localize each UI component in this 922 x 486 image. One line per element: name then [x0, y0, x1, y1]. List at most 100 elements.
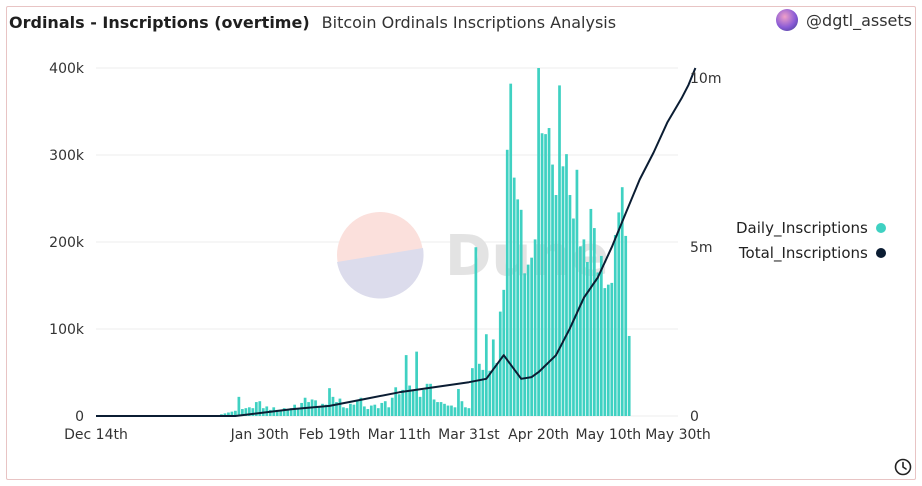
legend-item-total[interactable]: Total_Inscriptions	[736, 240, 886, 265]
daily-bar	[432, 399, 436, 416]
daily-bar	[436, 402, 439, 416]
y-right-tick-label: 10m	[690, 71, 721, 87]
daily-bar	[349, 403, 352, 416]
daily-bar	[352, 404, 356, 416]
daily-bar	[533, 239, 537, 416]
daily-bar	[324, 404, 328, 416]
daily-bar	[471, 368, 474, 416]
clock-icon[interactable]	[894, 458, 912, 476]
daily-bar	[603, 288, 607, 416]
daily-bar	[523, 273, 527, 416]
legend-dot-daily	[875, 222, 886, 233]
daily-inscriptions-bars	[202, 68, 631, 417]
daily-bar	[317, 406, 321, 416]
daily-bar	[369, 405, 373, 416]
daily-bar	[328, 388, 331, 416]
daily-bar	[286, 409, 290, 416]
daily-bar	[443, 403, 446, 416]
daily-bar	[251, 408, 255, 416]
chart-subtitle: Bitcoin Ordinals Inscriptions Analysis	[321, 12, 617, 32]
daily-bar	[362, 406, 366, 416]
daily-bar	[338, 398, 342, 416]
daily-bar	[572, 218, 575, 416]
daily-bar	[627, 335, 631, 416]
x-tick-label: May 10th	[576, 427, 642, 443]
daily-bar	[296, 408, 300, 416]
daily-bar	[474, 247, 478, 416]
daily-bar	[314, 400, 317, 416]
daily-bar	[610, 282, 614, 416]
daily-bar	[568, 195, 572, 416]
daily-bar	[477, 363, 481, 416]
daily-bar	[516, 199, 520, 416]
y-left-tick-label: 200k	[49, 235, 85, 251]
daily-bar	[565, 154, 568, 416]
daily-bar	[620, 187, 624, 416]
daily-bar	[551, 164, 554, 416]
daily-bar	[303, 397, 307, 416]
x-tick-label: Jan 30th	[230, 427, 289, 443]
legend-label-daily: Daily_Inscriptions	[736, 218, 868, 237]
y-left-tick-label: 300k	[49, 148, 85, 164]
daily-bar	[484, 334, 488, 416]
daily-bar	[446, 405, 450, 416]
x-tick-label: Apr 20th	[508, 427, 569, 443]
daily-bar	[488, 370, 492, 416]
daily-bar	[579, 246, 582, 416]
daily-bar	[387, 407, 391, 416]
total-inscriptions-line	[96, 67, 697, 417]
x-tick-label: May 30th	[645, 427, 711, 443]
daily-bar	[331, 396, 335, 416]
daily-bar	[624, 235, 628, 416]
daily-bar	[415, 351, 418, 416]
daily-bar	[599, 255, 603, 416]
daily-bar	[244, 408, 248, 416]
daily-bar	[422, 389, 425, 416]
daily-bar	[359, 397, 363, 416]
daily-bar	[554, 195, 558, 416]
daily-bar	[279, 409, 283, 416]
daily-bar	[505, 149, 509, 416]
y-right-tick-label: 0	[690, 409, 699, 425]
y-left-tick-label: 400k	[49, 61, 85, 77]
daily-bar	[613, 235, 617, 416]
daily-bar	[237, 396, 241, 416]
daily-bar	[282, 408, 286, 416]
chart-title: Ordinals - Inscriptions (overtime)	[9, 12, 310, 32]
legend-label-total: Total_Inscriptions	[738, 243, 868, 262]
daily-bar	[411, 389, 415, 416]
daily-bar	[408, 385, 412, 416]
y-left-tick-label: 0	[75, 409, 84, 425]
daily-bar	[596, 272, 600, 416]
daily-bar	[307, 402, 310, 416]
daily-bar	[390, 397, 394, 416]
daily-bar	[464, 407, 467, 416]
dune-watermark: Dune	[337, 212, 609, 299]
daily-bar	[537, 68, 540, 416]
y-right-tick-label: 5m	[690, 240, 713, 256]
daily-bar	[589, 208, 593, 416]
daily-bar	[467, 408, 471, 416]
daily-bar	[300, 402, 303, 416]
daily-bar	[617, 212, 621, 416]
daily-bar	[582, 239, 586, 416]
daily-bar	[460, 401, 464, 416]
user-link[interactable]: @dgtl_assets	[776, 9, 912, 31]
daily-bar	[512, 177, 516, 416]
daily-bar	[502, 289, 506, 416]
daily-bar	[356, 400, 359, 416]
daily-bar	[606, 284, 610, 416]
daily-bar	[345, 408, 349, 416]
x-tick-label: Mar 31st	[438, 427, 500, 443]
x-tick-label: Mar 11th	[368, 427, 431, 443]
daily-bar	[397, 394, 401, 416]
legend-item-daily[interactable]: Daily_Inscriptions	[736, 215, 886, 240]
daily-bar	[234, 410, 237, 416]
daily-bar	[241, 409, 244, 416]
daily-bar	[230, 411, 234, 416]
username: @dgtl_assets	[806, 10, 912, 30]
daily-bar	[544, 134, 547, 416]
daily-bar	[586, 262, 589, 416]
x-tick-label: Feb 19th	[299, 427, 360, 443]
daily-bar	[373, 404, 377, 416]
